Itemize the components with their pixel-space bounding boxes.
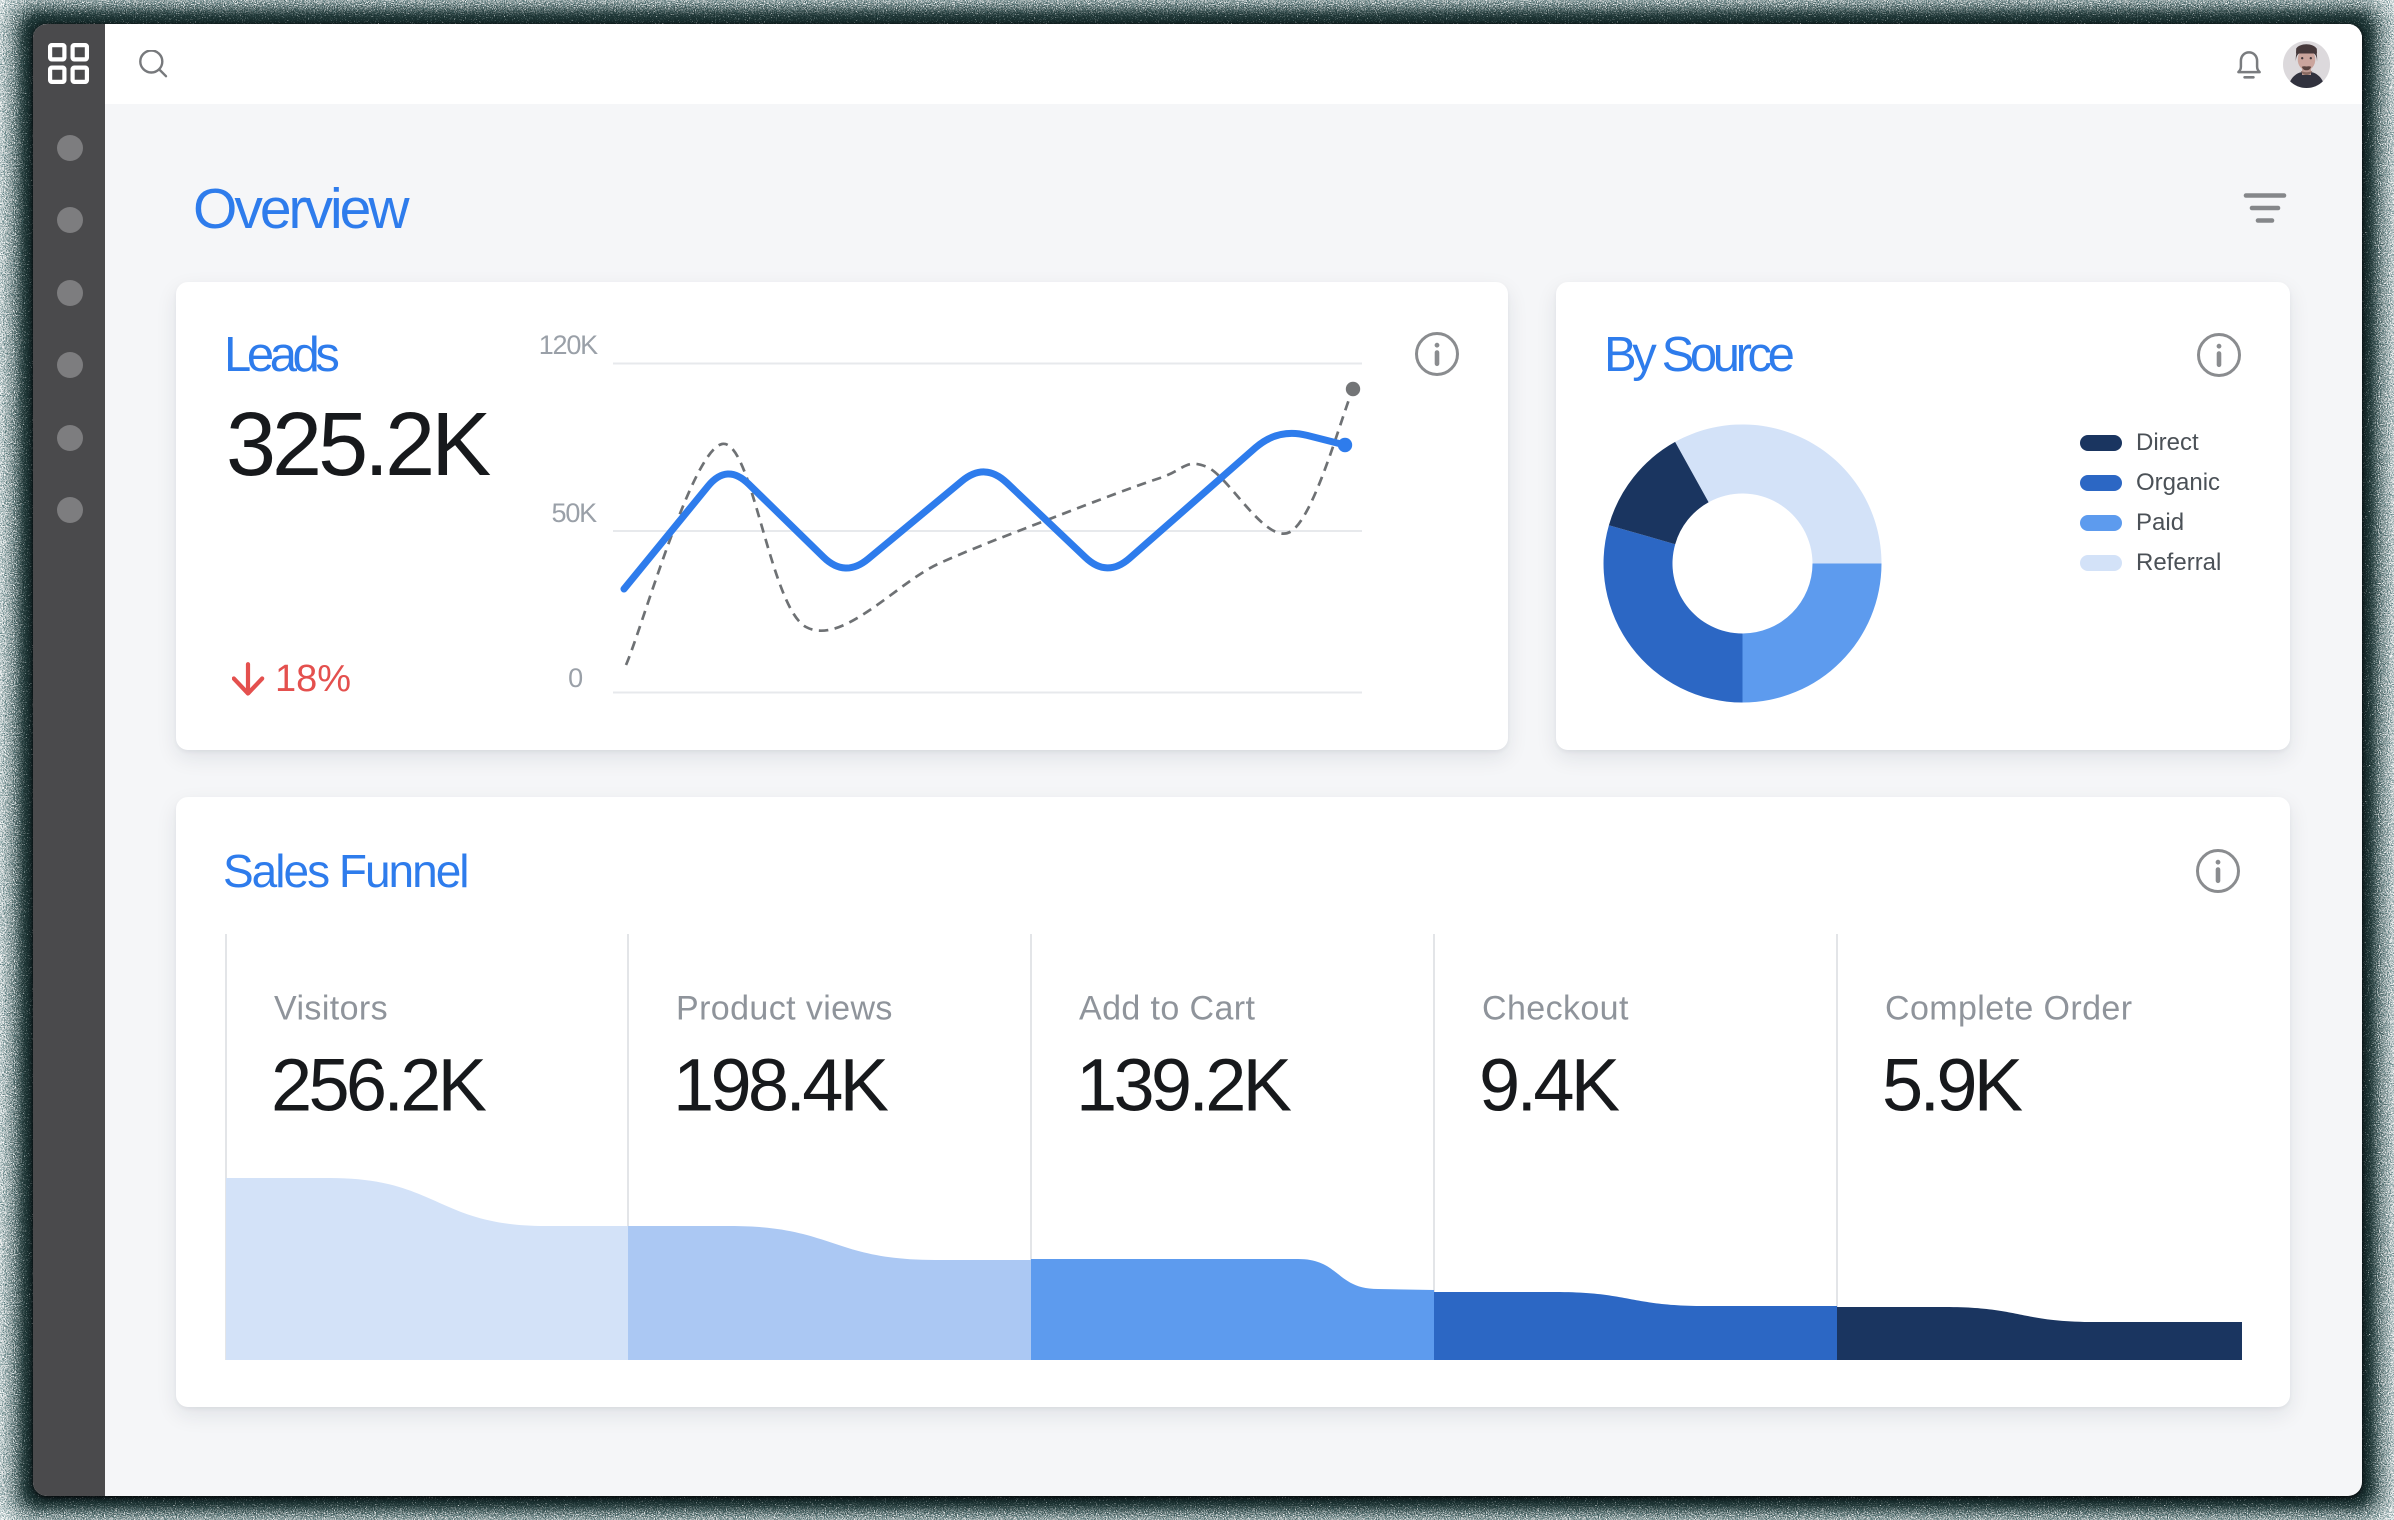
svg-text:120K: 120K: [539, 330, 598, 360]
svg-text:Product views: Product views: [676, 990, 893, 1028]
svg-text:139.2K: 139.2K: [1076, 1044, 1292, 1127]
svg-text:Add to Cart: Add to Cart: [1079, 990, 1256, 1028]
svg-text:Visitors: Visitors: [274, 990, 388, 1028]
svg-text:5.9K: 5.9K: [1882, 1044, 2023, 1127]
svg-text:9.4K: 9.4K: [1479, 1044, 1620, 1127]
svg-text:Complete Order: Complete Order: [1885, 990, 2132, 1028]
svg-text:0: 0: [568, 663, 582, 693]
svg-text:198.4K: 198.4K: [673, 1044, 889, 1127]
svg-text:Checkout: Checkout: [1482, 990, 1629, 1028]
svg-text:256.2K: 256.2K: [271, 1044, 487, 1127]
svg-text:50K: 50K: [552, 498, 598, 528]
